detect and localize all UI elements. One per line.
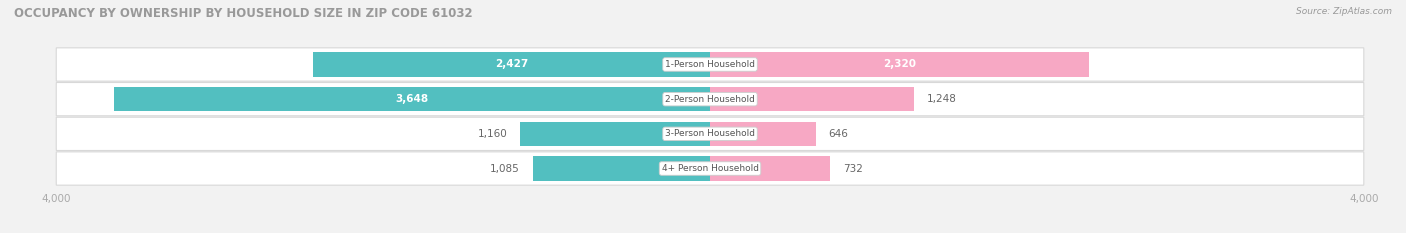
FancyBboxPatch shape <box>56 48 1364 81</box>
Legend: Owner-occupied, Renter-occupied: Owner-occupied, Renter-occupied <box>605 230 815 233</box>
Bar <box>710 122 815 146</box>
Text: 732: 732 <box>842 164 863 174</box>
Bar <box>314 52 710 77</box>
Text: 3,648: 3,648 <box>395 94 429 104</box>
Bar <box>114 87 710 111</box>
Text: 646: 646 <box>828 129 849 139</box>
FancyBboxPatch shape <box>56 117 1364 151</box>
Text: 1,085: 1,085 <box>489 164 520 174</box>
Text: 2,320: 2,320 <box>883 59 917 69</box>
Text: 2,427: 2,427 <box>495 59 529 69</box>
FancyBboxPatch shape <box>56 82 1364 116</box>
Text: 3-Person Household: 3-Person Household <box>665 129 755 138</box>
Text: 1-Person Household: 1-Person Household <box>665 60 755 69</box>
Bar <box>710 87 914 111</box>
FancyBboxPatch shape <box>56 152 1364 185</box>
Text: 4+ Person Household: 4+ Person Household <box>662 164 758 173</box>
Text: 1,248: 1,248 <box>927 94 957 104</box>
Bar <box>533 156 710 181</box>
Bar <box>710 52 1090 77</box>
Bar <box>710 156 830 181</box>
Text: 1,160: 1,160 <box>478 129 508 139</box>
Bar <box>520 122 710 146</box>
Text: 2-Person Household: 2-Person Household <box>665 95 755 104</box>
Text: Source: ZipAtlas.com: Source: ZipAtlas.com <box>1296 7 1392 16</box>
Text: OCCUPANCY BY OWNERSHIP BY HOUSEHOLD SIZE IN ZIP CODE 61032: OCCUPANCY BY OWNERSHIP BY HOUSEHOLD SIZE… <box>14 7 472 20</box>
